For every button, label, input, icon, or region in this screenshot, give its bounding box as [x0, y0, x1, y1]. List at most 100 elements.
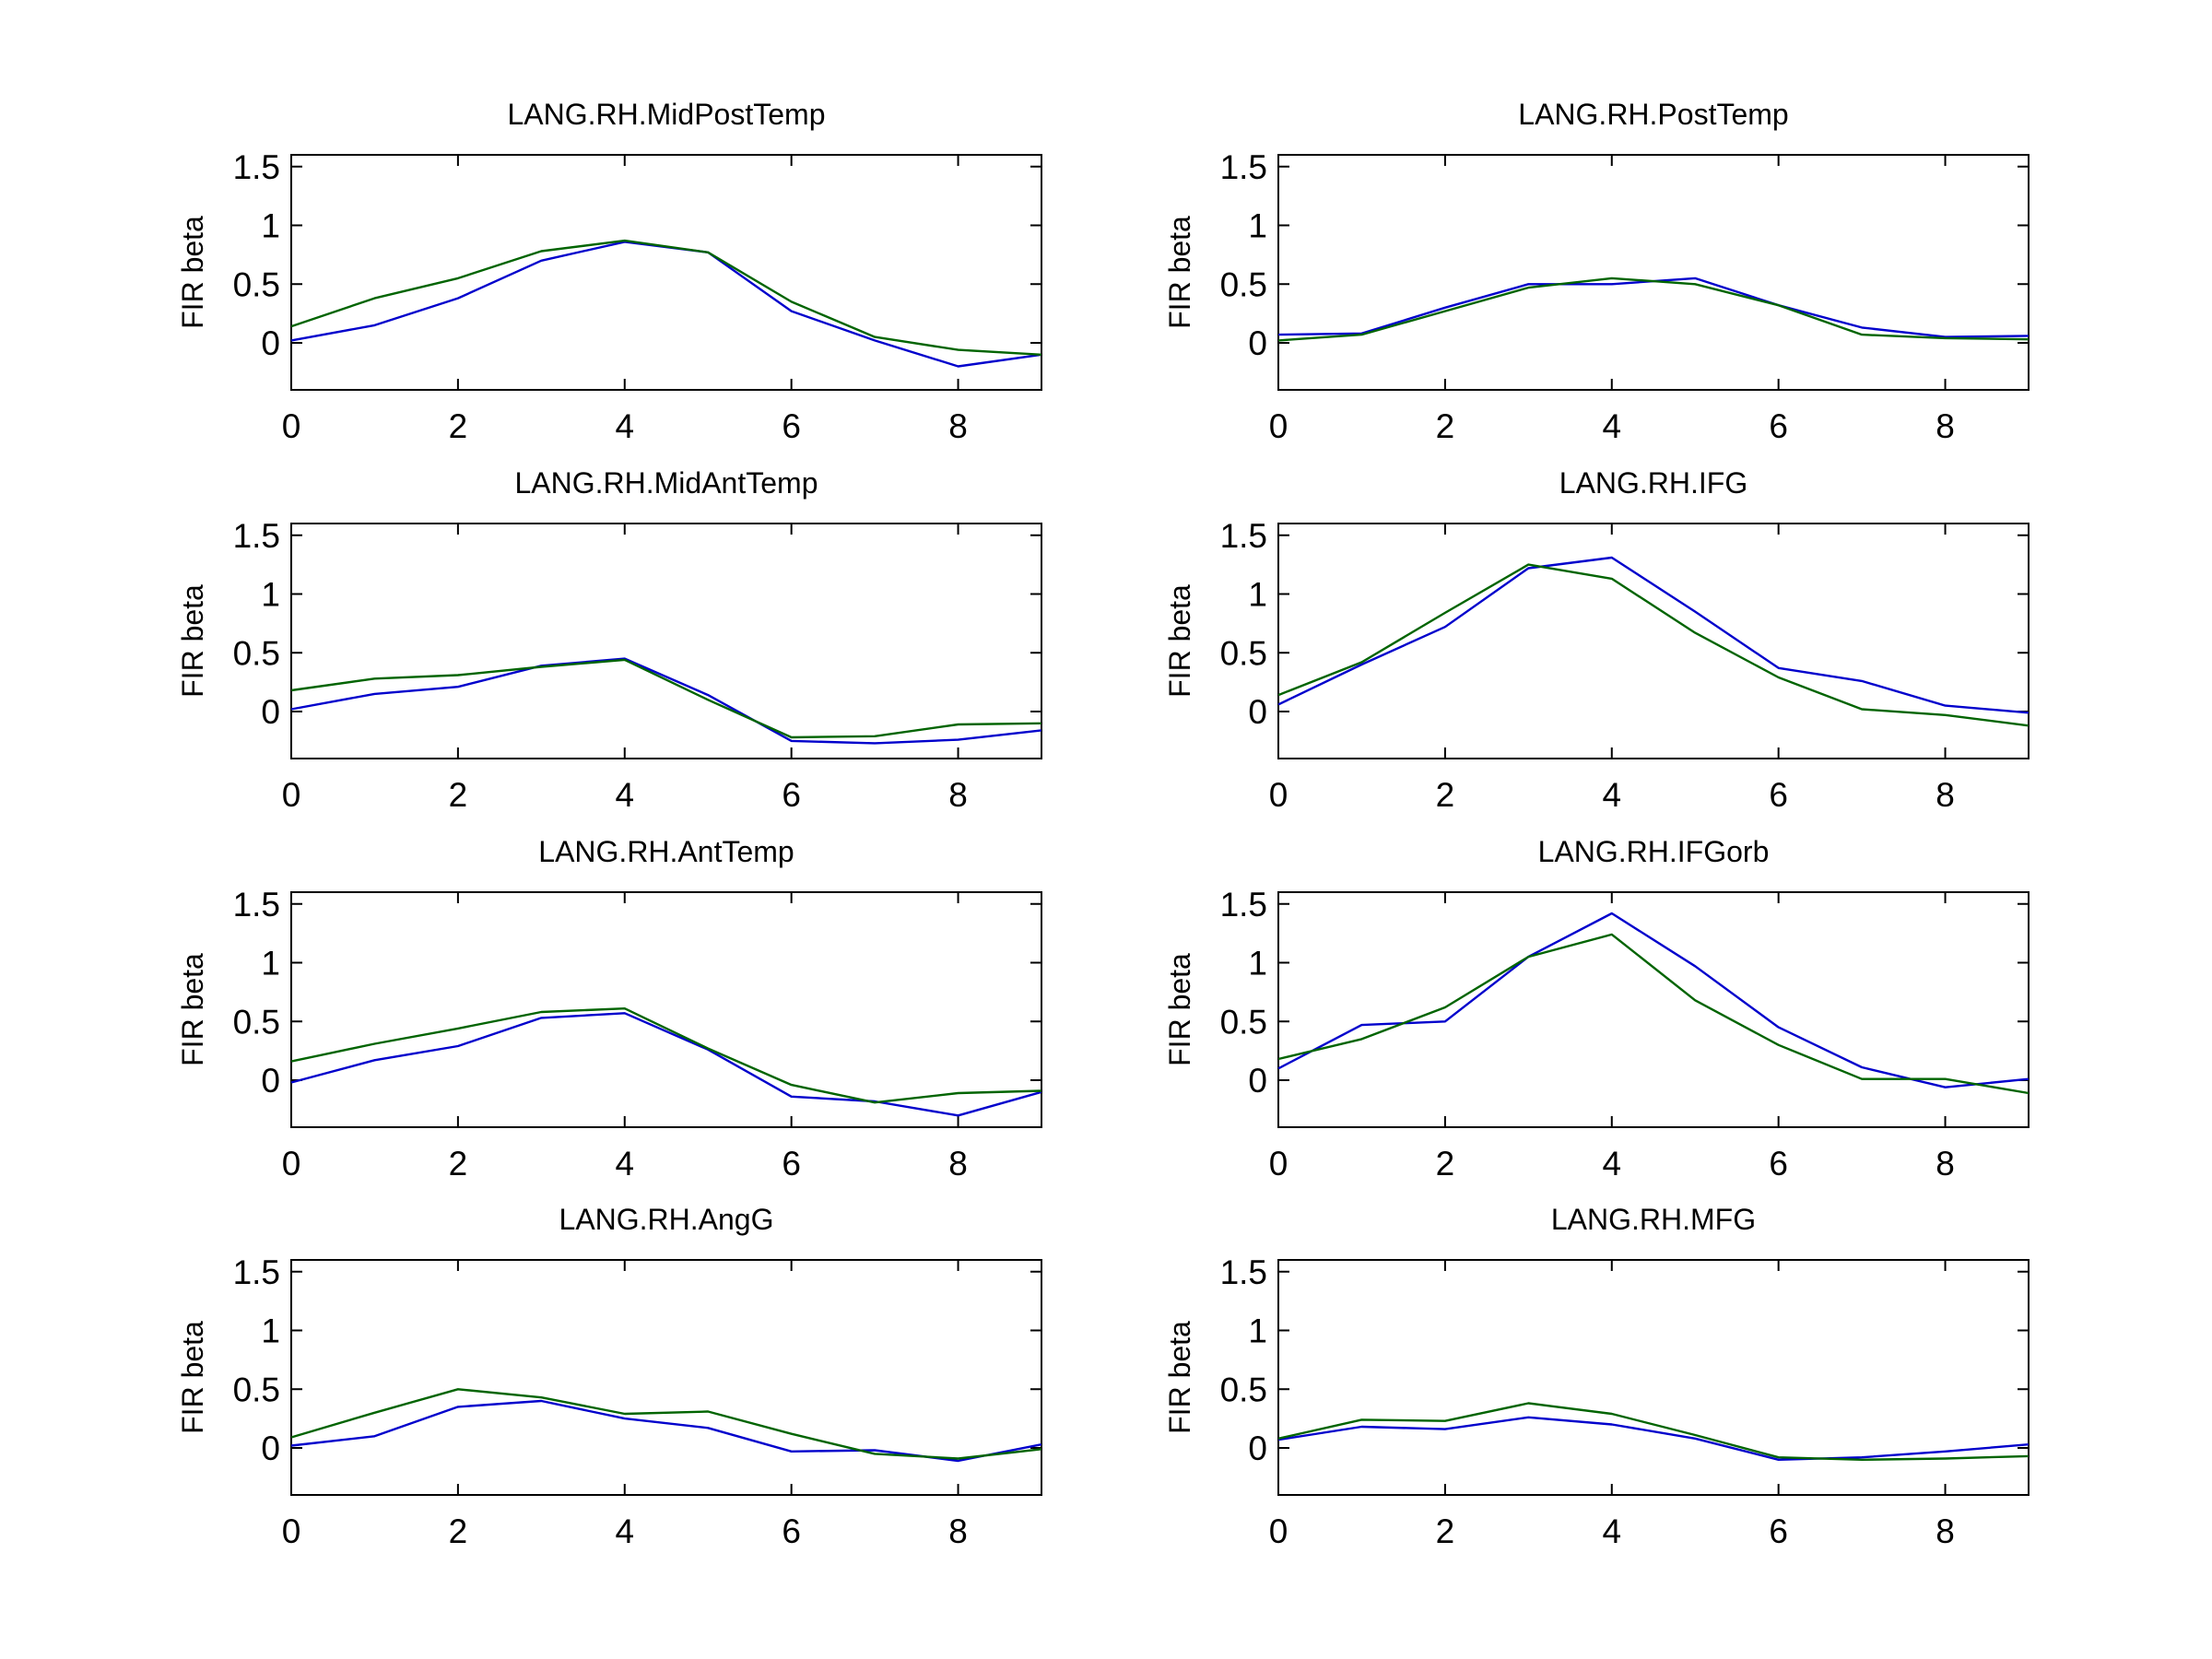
x-tick-label: 4: [615, 776, 634, 814]
subplot-title: LANG.RH.AntTemp: [538, 835, 794, 868]
subplot-title: LANG.RH.MidPostTemp: [508, 98, 826, 131]
y-tick-label: 0.5: [233, 634, 280, 672]
y-tick-label: 1: [1248, 576, 1267, 614]
subplot-title: LANG.RH.AngG: [559, 1203, 774, 1236]
y-axis-label: FIR beta: [1163, 584, 1196, 698]
x-tick-label: 6: [1769, 407, 1788, 445]
x-tick-label: 0: [1269, 1512, 1288, 1550]
x-tick-label: 2: [449, 1145, 468, 1182]
subplot-title: LANG.RH.MidAntTemp: [515, 466, 818, 500]
y-tick-label: 0: [261, 324, 280, 362]
y-tick-label: 1.5: [233, 886, 280, 924]
x-tick-label: 8: [948, 407, 968, 445]
y-tick-label: 1.5: [1220, 1253, 1267, 1291]
axes-frame: [290, 891, 1042, 1128]
subplot-5: LANG.RH.IFGorb FIR beta 0 2 4 6 8 1.5 1 0.5 0: [1163, 835, 2030, 1182]
y-tick-label: 1: [261, 207, 280, 245]
y-tick-label: 0.5: [233, 265, 280, 303]
y-axis-label: FIR beta: [1163, 953, 1196, 1066]
series-line-1: [290, 1006, 1042, 1104]
series-line-1: [1277, 563, 2030, 727]
y-tick-label: 0: [1248, 324, 1267, 362]
x-tick-label: 4: [615, 407, 634, 445]
axes-frame: [290, 154, 1042, 391]
y-tick-label: 1: [261, 1312, 280, 1350]
subplot-4: LANG.RH.AntTemp FIR beta 0 2 4 6 8 1.5 1 0.5 0: [176, 835, 1042, 1182]
y-axis-label: FIR beta: [1163, 216, 1196, 329]
x-tick-label: 2: [1436, 776, 1455, 814]
x-tick-label: 8: [1936, 1145, 1955, 1182]
y-axis-label: FIR beta: [176, 1321, 209, 1434]
y-tick-label: 1: [261, 576, 280, 614]
y-tick-label: 1.5: [1220, 886, 1267, 924]
subplot-title: LANG.RH.IFG: [1559, 466, 1747, 500]
series-line-1: [1277, 276, 2030, 342]
x-tick-label: 4: [1602, 407, 1621, 445]
y-tick-label: 1: [1248, 945, 1267, 982]
series-line-1: [290, 239, 1042, 356]
series-line-1: [1277, 1402, 2030, 1462]
x-tick-label: 2: [449, 776, 468, 814]
y-tick-label: 0: [1248, 1430, 1267, 1467]
x-tick-label: 4: [1602, 776, 1621, 814]
y-tick-label: 0.5: [1220, 1371, 1267, 1408]
y-tick-label: 1.5: [1220, 148, 1267, 186]
series-line-0: [1277, 1416, 2030, 1462]
y-tick-label: 1.5: [1220, 517, 1267, 555]
x-tick-label: 0: [282, 1512, 301, 1550]
y-tick-label: 0.5: [233, 1003, 280, 1041]
y-axis-label: FIR beta: [176, 584, 209, 698]
subplot-title: LANG.RH.MFG: [1551, 1203, 1756, 1236]
y-axis-label: FIR beta: [176, 216, 209, 329]
x-tick-label: 0: [1269, 776, 1288, 814]
series-line-1: [1277, 933, 2030, 1095]
y-tick-label: 0: [1248, 693, 1267, 731]
axes-frame: [290, 1259, 1042, 1496]
x-tick-label: 6: [782, 1512, 801, 1550]
subplot-1: LANG.RH.PostTemp FIR beta 0 2 4 6 8 1.5 1 0.5 0: [1163, 98, 2030, 445]
y-tick-label: 1.5: [233, 148, 280, 186]
x-tick-label: 8: [948, 776, 968, 814]
subplot-title: LANG.RH.IFGorb: [1538, 835, 1770, 868]
x-tick-label: 6: [782, 407, 801, 445]
subplot-3: LANG.RH.IFG FIR beta 0 2 4 6 8 1.5 1 0.5 0: [1163, 466, 2030, 814]
series-line-0: [290, 657, 1042, 745]
y-tick-label: 1.5: [233, 517, 280, 555]
y-tick-label: 0: [1248, 1062, 1267, 1100]
axes-frame: [290, 523, 1042, 759]
y-tick-label: 1.5: [233, 1253, 280, 1291]
axes-frame: [1277, 523, 2030, 759]
x-tick-label: 0: [282, 1145, 301, 1182]
y-tick-label: 0.5: [1220, 634, 1267, 672]
y-axis-label: FIR beta: [1163, 1321, 1196, 1434]
subplot-2: LANG.RH.MidAntTemp FIR beta 0 2 4 6 8 1.5 1 0.5 0: [176, 466, 1042, 814]
x-tick-label: 0: [1269, 1145, 1288, 1182]
y-axis-label: FIR beta: [176, 953, 209, 1066]
y-tick-label: 0.5: [1220, 1003, 1267, 1041]
y-tick-label: 1: [1248, 1312, 1267, 1350]
x-tick-label: 6: [1769, 1512, 1788, 1550]
y-tick-label: 0.5: [1220, 265, 1267, 303]
x-tick-label: 6: [782, 1145, 801, 1182]
y-tick-label: 1: [1248, 207, 1267, 245]
x-tick-label: 8: [948, 1512, 968, 1550]
axes-frame: [1277, 891, 2030, 1128]
x-tick-label: 2: [449, 1512, 468, 1550]
x-tick-label: 0: [282, 407, 301, 445]
subplot-0: LANG.RH.MidPostTemp FIR beta 0 2 4 6 8 1.5 1 0.5 0: [176, 98, 1042, 445]
x-tick-label: 6: [782, 776, 801, 814]
y-tick-label: 0: [261, 1430, 280, 1467]
axes-frame: [1277, 154, 2030, 391]
x-tick-label: 2: [1436, 1512, 1455, 1550]
series-line-1: [290, 1388, 1042, 1460]
y-tick-label: 0.5: [233, 1371, 280, 1408]
axes-frame: [1277, 1259, 2030, 1496]
x-tick-label: 8: [1936, 1512, 1955, 1550]
series-line-0: [290, 1012, 1042, 1117]
x-tick-label: 2: [1436, 1145, 1455, 1182]
x-tick-label: 4: [1602, 1512, 1621, 1550]
x-tick-label: 0: [282, 776, 301, 814]
y-tick-label: 0: [261, 1062, 280, 1100]
series-line-0: [1277, 556, 2030, 714]
